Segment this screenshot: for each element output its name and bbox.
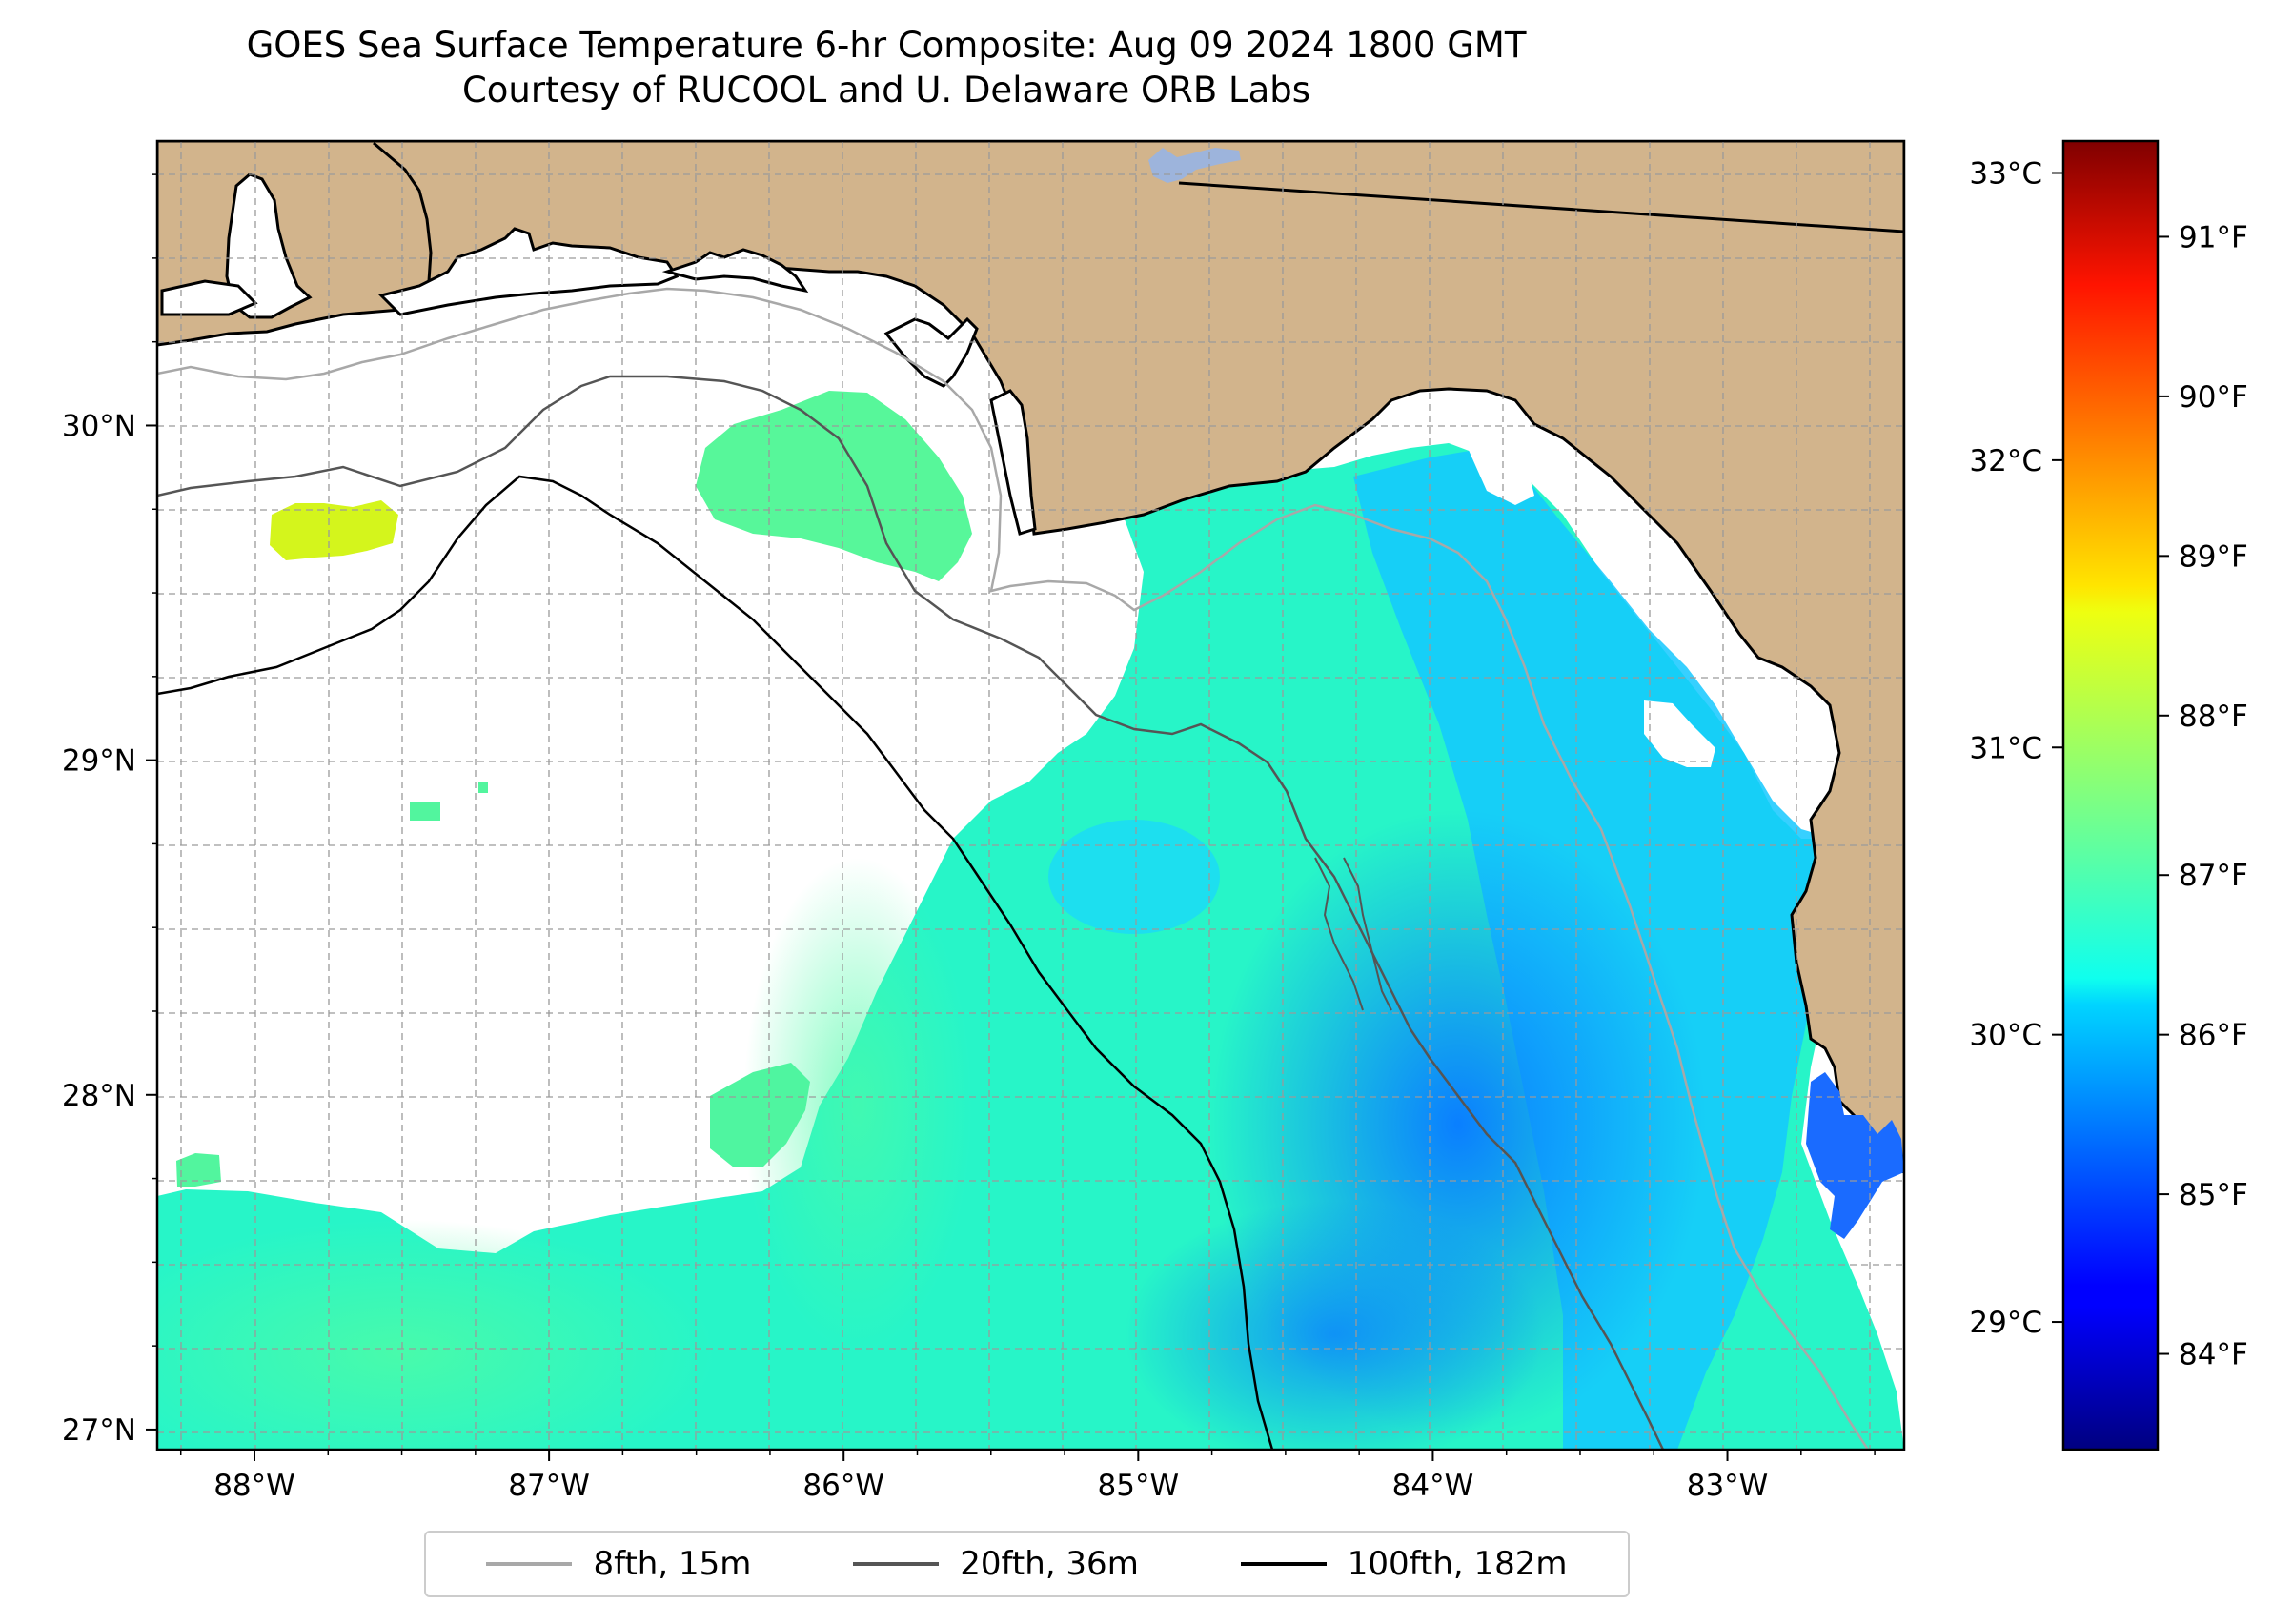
sst-cool-south: [1125, 1201, 1544, 1450]
map-content: [157, 141, 1904, 1450]
coastal-lagoon-1: [160, 279, 258, 316]
title-line-1: GOES Sea Surface Temperature 6-hr Compos…: [246, 25, 1527, 66]
island-outline-1: [1314, 857, 1364, 1011]
celsius-ticks: 33°C 32°C 31°C 30°C 29°C: [1969, 156, 2063, 1340]
sst-speck-2: [478, 782, 488, 793]
graticule: [157, 141, 1904, 1450]
legend-swatch-100fth: [1240, 1562, 1327, 1566]
legend-item-8fth: 8fth, 15m: [486, 1545, 751, 1583]
sst-speck-3: [1239, 481, 1268, 502]
lon-tick-label: 85°W: [1098, 1469, 1180, 1503]
lat-tick-label: 28°N: [62, 1079, 136, 1113]
fahrenheit-tick-label: 87°F: [2179, 859, 2248, 893]
fahrenheit-tick-label: 86°F: [2179, 1019, 2248, 1053]
state-border: [1178, 181, 1904, 233]
legend-item-20fth: 20fth, 36m: [853, 1545, 1139, 1583]
celsius-tick-label: 32°C: [1969, 444, 2042, 478]
coastal-lagoon-4: [883, 316, 979, 388]
legend-swatch-8fth: [486, 1562, 573, 1566]
lon-tick-label: 83°W: [1687, 1469, 1769, 1503]
celsius-tick-label: 33°C: [1969, 156, 2042, 191]
sst-cool-patch: [1048, 820, 1220, 934]
bay-water: [1806, 1072, 1904, 1239]
isobath-100fth: [157, 475, 1274, 1450]
isobath-8fth: [157, 287, 1870, 1450]
fahrenheit-ticks: 91°F 90°F 89°F 88°F 87°F 86°F 85°F 84°F: [2158, 220, 2248, 1372]
fahrenheit-tick-label: 84°F: [2179, 1338, 2248, 1372]
sst-patch-west-strip: [176, 1153, 221, 1187]
lat-tick-label: 30°N: [62, 409, 136, 443]
lon-tick-label: 86°W: [802, 1469, 884, 1503]
fahrenheit-tick-label: 85°F: [2179, 1178, 2248, 1212]
lon-tick-label: 88°W: [213, 1469, 295, 1503]
state-border-north: [373, 141, 433, 282]
lat-tick-label: 29°N: [62, 744, 136, 779]
island-outline-2: [1343, 857, 1392, 1011]
fahrenheit-tick-label: 88°F: [2179, 700, 2248, 734]
legend-item-100fth: 100fth, 182m: [1240, 1545, 1568, 1583]
title-line-2: Courtesy of RUCOOL and U. Delaware ORB L…: [461, 70, 1311, 111]
celsius-tick-label: 30°C: [1969, 1019, 2042, 1053]
lon-ticks: 88°W 87°W 86°W 85°W 84°W 83°W: [179, 1450, 1876, 1503]
sst-warm-central: [743, 858, 972, 1353]
sst-warm-west: [157, 1220, 715, 1450]
colorbar: [2061, 139, 2160, 1451]
legend-swatch-20fth: [853, 1562, 940, 1566]
lat-tick-label: 27°N: [62, 1413, 136, 1448]
no-data-gap-coast: [1468, 438, 1534, 505]
lon-tick-label: 84°W: [1392, 1469, 1474, 1503]
legend: 8fth, 15m 20fth, 36m 100fth, 182m: [424, 1531, 1630, 1597]
sst-patch-west-yellow: [270, 500, 398, 560]
sst-speck-1: [410, 802, 440, 821]
isobath-20fth: [157, 375, 1665, 1450]
coastal-lagoon-2: [378, 227, 680, 316]
sst-patch-north: [696, 391, 972, 581]
lat-ticks: 30°N 29°N 28°N 27°N: [62, 173, 157, 1448]
no-data-gap-east: [1644, 700, 1715, 767]
celsius-tick-label: 29°C: [1969, 1306, 2042, 1340]
fahrenheit-tick-label: 91°F: [2179, 220, 2248, 254]
sst-patch-gulf: [710, 1063, 810, 1167]
fahrenheit-tick-label: 89°F: [2179, 539, 2248, 574]
coastal-lagoon-5: [989, 389, 1037, 536]
chart-title: GOES Sea Surface Temperature 6-hr Compos…: [0, 23, 1773, 112]
lake: [1148, 148, 1241, 183]
celsius-tick-label: 31°C: [1969, 731, 2042, 765]
lon-tick-label: 87°W: [508, 1469, 590, 1503]
coastal-lagoon-3: [661, 248, 809, 294]
legend-label-20fth: 20fth, 36m: [960, 1545, 1139, 1583]
fahrenheit-tick-label: 90°F: [2179, 380, 2248, 415]
legend-label-100fth: 100fth, 182m: [1347, 1545, 1568, 1583]
legend-label-8fth: 8fth, 15m: [593, 1545, 752, 1583]
map-frame: [155, 139, 1906, 1451]
